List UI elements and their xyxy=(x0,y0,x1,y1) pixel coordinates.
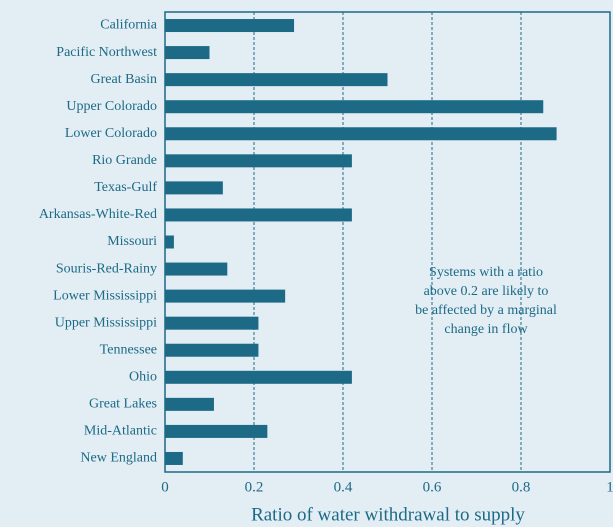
bar xyxy=(165,235,174,249)
y-tick-label: Texas-Gulf xyxy=(94,180,157,195)
bar xyxy=(165,19,295,33)
y-tick-label: Souris-Red-Rainy xyxy=(56,261,157,276)
bar xyxy=(165,154,352,168)
bar xyxy=(165,181,223,195)
y-tick-label: Pacific Northwest xyxy=(56,45,157,60)
bar xyxy=(165,73,388,87)
bar xyxy=(165,208,352,222)
y-tick-label: Great Basin xyxy=(91,72,157,87)
bar xyxy=(165,370,352,384)
y-tick-label: California xyxy=(100,18,158,33)
bar xyxy=(165,289,286,303)
annotation: change in flow xyxy=(444,322,528,337)
y-tick-label: Rio Grande xyxy=(92,153,157,168)
y-tick-label: Upper Colorado xyxy=(66,99,157,114)
plot-frame xyxy=(164,11,611,473)
x-tick-label: 0.6 xyxy=(423,479,442,495)
y-tick-label: Mid-Atlantic xyxy=(84,424,157,439)
bar xyxy=(165,316,259,330)
y-tick-label: Upper Mississippi xyxy=(55,315,157,330)
x-tick-label: 0.2 xyxy=(245,479,264,495)
x-tick-label: 0.8 xyxy=(512,479,531,495)
bar xyxy=(165,46,210,60)
bar xyxy=(165,397,214,411)
y-tick-label: Great Lakes xyxy=(89,397,157,412)
annotation: Systems with a ratio xyxy=(429,265,543,280)
annotation: above 0.2 are likely to xyxy=(424,284,549,299)
x-tick-label: 1 xyxy=(606,479,613,495)
y-tick-label: Lower Colorado xyxy=(65,126,157,141)
y-tick-label: Arkansas-White-Red xyxy=(39,207,157,222)
bar xyxy=(165,424,268,438)
x-tick-label: 0 xyxy=(161,479,169,495)
bar xyxy=(165,262,228,276)
x-axis-label: Ratio of water withdrawal to supply xyxy=(251,504,525,525)
x-tick-label: 0.4 xyxy=(334,479,353,495)
y-tick-label: Tennessee xyxy=(100,342,157,357)
y-tick-label: Lower Mississippi xyxy=(53,288,157,303)
bar xyxy=(165,343,259,357)
bar xyxy=(165,127,557,141)
bar xyxy=(165,451,183,465)
annotation: be affected by a marginal xyxy=(415,303,557,318)
bar xyxy=(165,100,544,114)
y-tick-label: New England xyxy=(80,451,157,466)
y-tick-label: Missouri xyxy=(107,234,157,249)
y-tick-label: Ohio xyxy=(129,370,157,385)
